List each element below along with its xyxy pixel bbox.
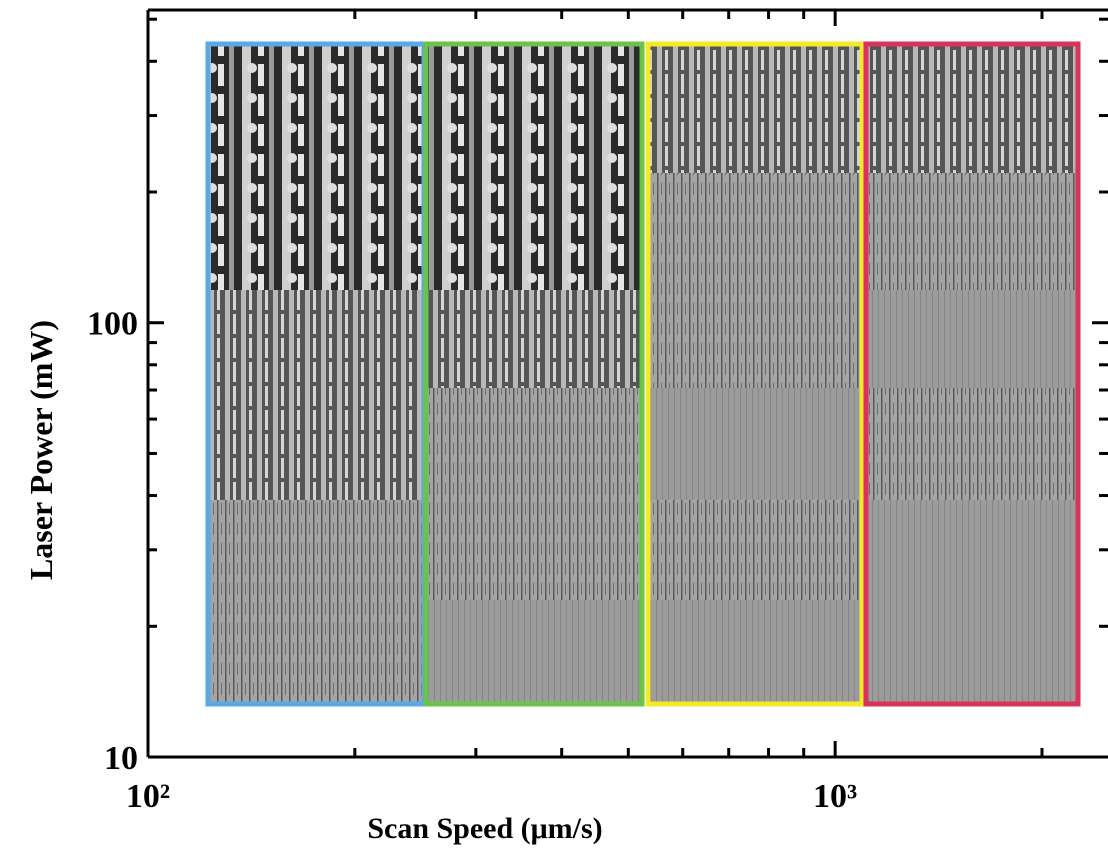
sem-tile bbox=[866, 173, 1078, 290]
sem-tile bbox=[648, 44, 862, 173]
sem-tile bbox=[866, 290, 1078, 388]
axes bbox=[146, 8, 1108, 759]
sem-tile bbox=[426, 290, 642, 388]
x-tick-label: 10³ bbox=[813, 778, 857, 815]
sem-image-grid bbox=[208, 44, 1078, 704]
sem-tile bbox=[208, 173, 424, 290]
sem-tile bbox=[208, 388, 424, 500]
sem-tile bbox=[426, 500, 642, 600]
sem-tile bbox=[208, 600, 424, 704]
sem-tile bbox=[426, 388, 642, 500]
sem-tile bbox=[648, 500, 862, 600]
sem-tile bbox=[866, 388, 1078, 500]
sem-tile bbox=[648, 388, 862, 500]
sem-tile bbox=[426, 44, 642, 173]
regime-box bbox=[423, 41, 645, 707]
x-axis-title: Scan Speed (μm/s) bbox=[367, 812, 602, 845]
sem-tile bbox=[208, 290, 424, 388]
sem-tile bbox=[426, 173, 642, 290]
regime-box bbox=[863, 41, 1081, 707]
sem-tile bbox=[866, 44, 1078, 173]
sem-tile bbox=[426, 600, 642, 704]
y-tick-label: 10 bbox=[104, 740, 138, 777]
sem-tile bbox=[648, 173, 862, 290]
x-tick-label: 10² bbox=[126, 778, 170, 815]
regime-box bbox=[645, 41, 865, 707]
y-tick-label: 100 bbox=[87, 306, 138, 343]
sem-tile bbox=[866, 500, 1078, 600]
y-axis-title: Laser Power (mW) bbox=[23, 320, 59, 580]
sem-tile bbox=[208, 500, 424, 600]
sem-tile bbox=[866, 600, 1078, 704]
sem-tile bbox=[208, 44, 424, 173]
regime-boxes bbox=[205, 41, 1081, 707]
sem-tile bbox=[648, 600, 862, 704]
sem-tile bbox=[648, 290, 862, 388]
